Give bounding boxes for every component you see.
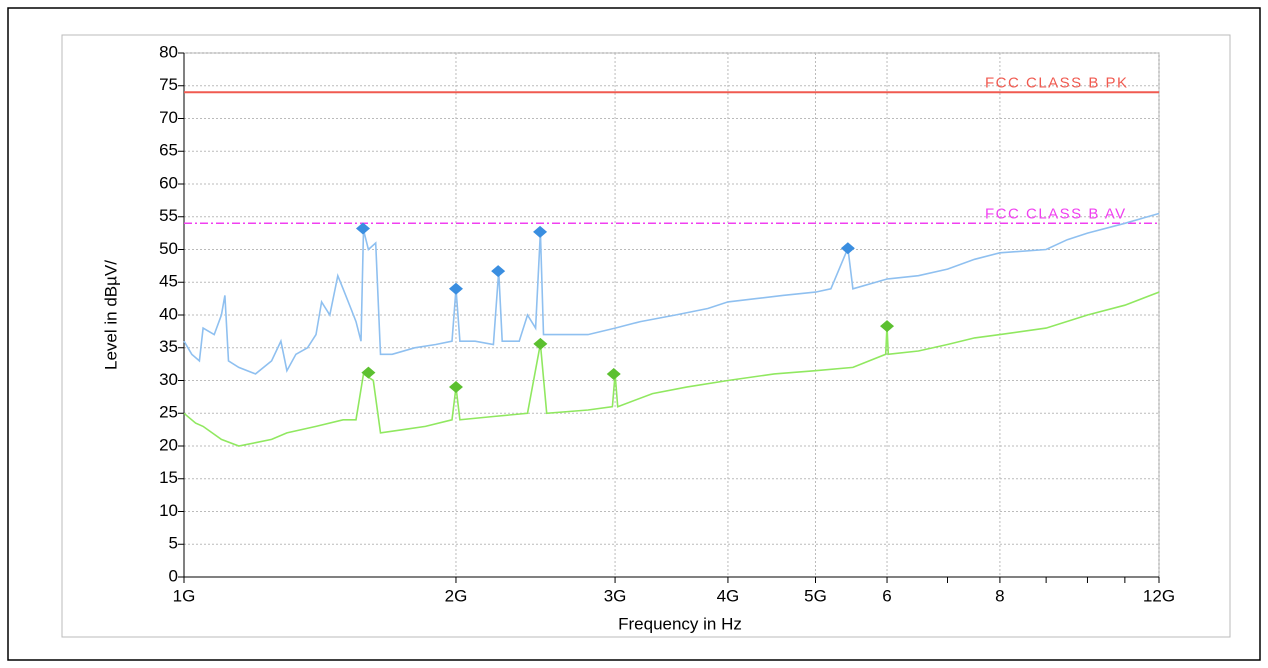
y-tick-label: 55	[159, 206, 178, 225]
peak-marker	[880, 320, 895, 333]
peak-marker	[606, 367, 621, 380]
y-tick-label: 75	[159, 75, 178, 94]
y-axis-label: Level in dBµV/	[101, 260, 120, 370]
x-tick-label: 1G	[173, 586, 196, 605]
y-tick-label: 70	[159, 108, 178, 127]
y-tick-label: 80	[159, 42, 178, 61]
trace	[183, 212, 1160, 375]
y-tick-label: 0	[169, 566, 178, 585]
x-tick-label: 6	[882, 586, 891, 605]
y-tick-label: 5	[169, 534, 178, 553]
x-tick-label: 3G	[604, 586, 627, 605]
x-axis-label: Frequency in Hz	[618, 614, 742, 633]
x-tick-label: 5G	[804, 586, 827, 605]
limit-label: FCC CLASS B AV	[985, 205, 1127, 222]
y-tick-label: 20	[159, 435, 178, 454]
y-tick-label: 30	[159, 370, 178, 389]
y-tick-label: 40	[159, 304, 178, 323]
y-tick-label: 35	[159, 337, 178, 356]
peak-marker	[448, 282, 463, 295]
y-tick-label: 60	[159, 173, 178, 192]
peak-marker	[355, 222, 370, 235]
x-tick-label: 12G	[1143, 586, 1175, 605]
x-tick-label: 8	[995, 586, 1004, 605]
frame	[7, 7, 1261, 661]
y-tick-label: 45	[159, 272, 178, 291]
y-tick-label: 65	[159, 141, 178, 160]
y-tick-label: 10	[159, 501, 178, 520]
peak-marker	[840, 242, 855, 255]
peak-marker	[448, 381, 463, 394]
limit-label: FCC CLASS B PK	[985, 74, 1129, 91]
peak-marker	[533, 337, 548, 350]
x-tick-label: 4G	[717, 586, 740, 605]
peak-marker	[533, 225, 548, 238]
y-tick-label: 50	[159, 239, 178, 258]
y-tick-label: 25	[159, 403, 178, 422]
trace	[183, 291, 1160, 447]
panel	[61, 34, 1231, 638]
x-tick-label: 2G	[445, 586, 468, 605]
y-tick-label: 15	[159, 468, 178, 487]
peak-marker	[361, 366, 376, 379]
peak-marker	[491, 265, 506, 278]
